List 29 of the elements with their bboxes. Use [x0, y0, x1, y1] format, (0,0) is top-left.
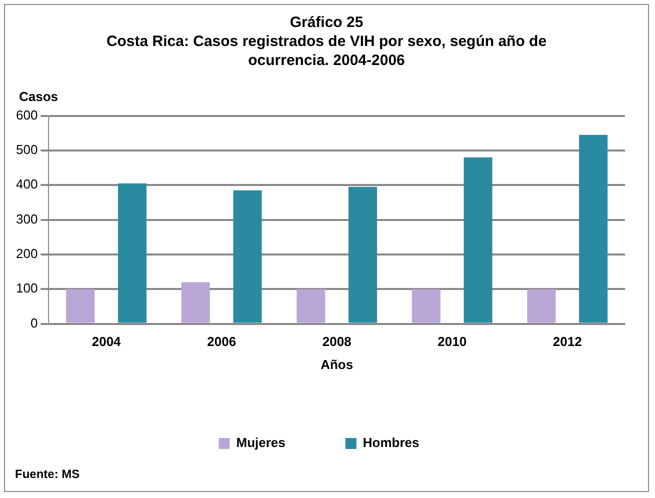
x-tick-label: 2012 — [552, 334, 582, 350]
chart-title: Gráfico 25 — [290, 14, 364, 31]
x-axis-title: Años — [320, 356, 354, 372]
y-tick-label: 500 — [16, 142, 38, 158]
legend-label: Mujeres — [236, 435, 286, 450]
bar — [464, 157, 492, 323]
bar — [66, 289, 95, 323]
bar — [233, 190, 262, 323]
x-tick-label: 2008 — [322, 334, 352, 350]
x-tick-label: 2006 — [207, 334, 236, 350]
bar — [296, 289, 326, 323]
y-tick-label: 400 — [16, 176, 38, 192]
x-tick-label: 2010 — [438, 334, 467, 350]
bar — [181, 282, 210, 323]
y-tick-label: 100 — [16, 280, 38, 296]
bar — [118, 183, 147, 323]
source-note: Fuente: MS — [15, 467, 80, 481]
bar — [412, 289, 440, 323]
chart-subtitle: Costa Rica: Casos registrados de VIH por sexo, según año de ocurrencia. 2004-2006 — [105, 32, 548, 70]
legend-label: Hombres — [362, 435, 420, 450]
y-tick-label: 0 — [30, 315, 38, 330]
x-tick-label: 2004 — [92, 334, 122, 350]
bar — [579, 134, 608, 323]
y-tick-label: 200 — [16, 246, 38, 262]
y-axis-title: Casos — [19, 89, 58, 104]
bar — [527, 289, 556, 323]
y-tick-label: 600 — [16, 107, 38, 122]
y-tick-label: 300 — [16, 211, 38, 226]
bar — [348, 186, 378, 323]
